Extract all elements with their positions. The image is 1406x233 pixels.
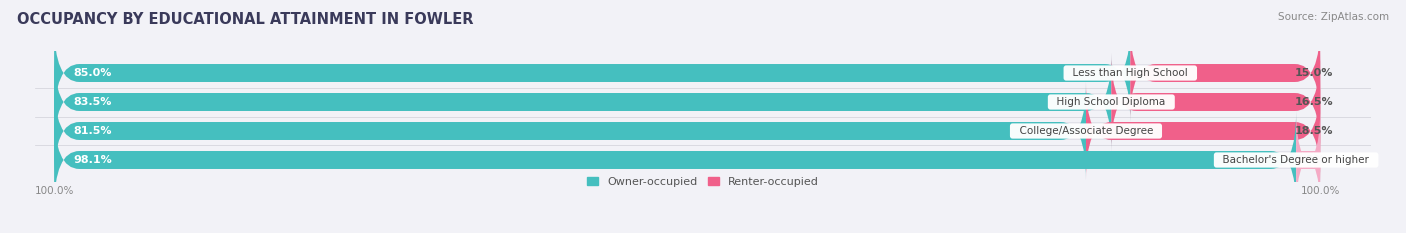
FancyBboxPatch shape xyxy=(55,111,1320,209)
Text: Bachelor's Degree or higher: Bachelor's Degree or higher xyxy=(1216,155,1376,165)
FancyBboxPatch shape xyxy=(55,111,1296,209)
FancyBboxPatch shape xyxy=(1295,111,1322,209)
FancyBboxPatch shape xyxy=(55,53,1320,151)
Text: 85.0%: 85.0% xyxy=(73,68,111,78)
FancyBboxPatch shape xyxy=(55,24,1130,122)
Text: OCCUPANCY BY EDUCATIONAL ATTAINMENT IN FOWLER: OCCUPANCY BY EDUCATIONAL ATTAINMENT IN F… xyxy=(17,12,474,27)
Text: Less than High School: Less than High School xyxy=(1066,68,1195,78)
FancyBboxPatch shape xyxy=(55,53,1111,151)
Text: 18.5%: 18.5% xyxy=(1295,126,1333,136)
FancyBboxPatch shape xyxy=(1130,24,1320,122)
FancyBboxPatch shape xyxy=(55,82,1320,180)
FancyBboxPatch shape xyxy=(1085,82,1320,180)
Legend: Owner-occupied, Renter-occupied: Owner-occupied, Renter-occupied xyxy=(586,177,820,187)
Text: 1.9%: 1.9% xyxy=(1295,155,1326,165)
Text: 15.0%: 15.0% xyxy=(1295,68,1333,78)
Text: 81.5%: 81.5% xyxy=(73,126,111,136)
FancyBboxPatch shape xyxy=(55,24,1320,122)
FancyBboxPatch shape xyxy=(55,82,1085,180)
FancyBboxPatch shape xyxy=(1111,53,1320,151)
Text: 83.5%: 83.5% xyxy=(73,97,111,107)
Text: College/Associate Degree: College/Associate Degree xyxy=(1012,126,1160,136)
Text: Source: ZipAtlas.com: Source: ZipAtlas.com xyxy=(1278,12,1389,22)
Text: High School Diploma: High School Diploma xyxy=(1050,97,1173,107)
Text: 16.5%: 16.5% xyxy=(1295,97,1333,107)
Text: 98.1%: 98.1% xyxy=(73,155,112,165)
